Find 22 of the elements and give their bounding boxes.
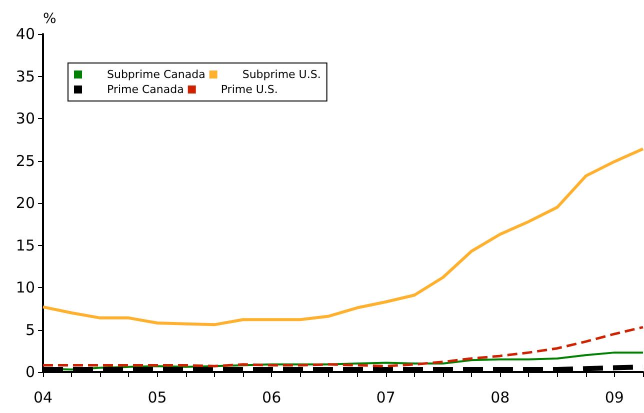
line-series <box>42 147 644 326</box>
legend-label: Subprime Canada <box>107 68 206 81</box>
legend-label: Prime U.S. <box>220 83 278 96</box>
y-tick-label: 20 <box>16 194 35 212</box>
y-tick-label: 10 <box>16 278 35 296</box>
x-tick-label: 09 <box>604 388 624 406</box>
x-tick-label: 05 <box>148 388 167 406</box>
legend-label: Subprime U.S. <box>242 68 321 81</box>
y-tick-label: 40 <box>16 25 35 43</box>
x-tick-label: 06 <box>262 388 282 406</box>
line-series <box>42 326 644 368</box>
y-tick-label: 5 <box>25 320 35 339</box>
y-tick-label: 15 <box>16 236 35 254</box>
y-tick-label: 35 <box>16 67 35 86</box>
y-tick-label: 0 <box>25 363 35 381</box>
x-tick-label: 04 <box>33 388 53 406</box>
x-tick-label: 08 <box>490 388 510 406</box>
y-axis-title: % <box>43 11 56 27</box>
y-tick-label: 30 <box>16 110 35 128</box>
x-tick-label: 07 <box>376 388 396 406</box>
legend-label: Prime Canada <box>107 83 184 96</box>
y-tick-label: 25 <box>16 152 35 170</box>
